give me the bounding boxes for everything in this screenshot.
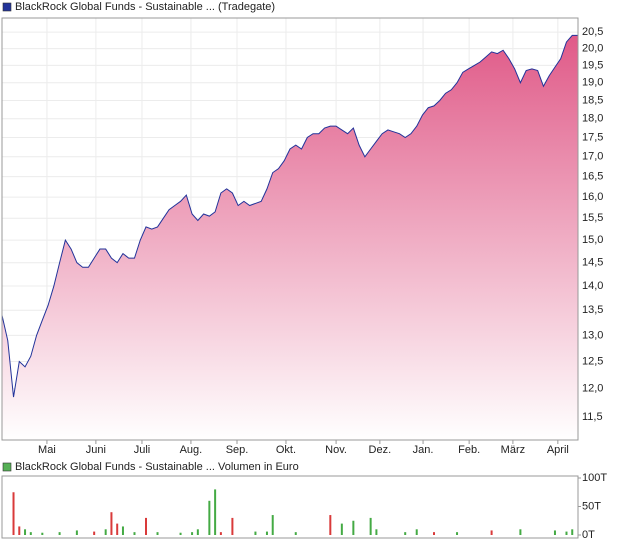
legend-swatch	[2, 462, 12, 472]
volume-bar	[231, 517, 234, 535]
y-tick-label: 13,5	[582, 304, 603, 316]
y-tick-label: 15,5	[582, 212, 603, 224]
volume-bar	[214, 489, 217, 535]
volume-bar	[75, 530, 78, 535]
volume-bar	[490, 530, 493, 535]
volume-bar	[519, 529, 522, 535]
volume-bar	[340, 523, 343, 535]
y-tick-label: 50T	[582, 500, 601, 512]
y-tick-label: 18,5	[582, 94, 603, 106]
volume-bar	[191, 532, 194, 535]
x-tick-label: Aug.	[180, 444, 203, 456]
y-tick-label: 14,0	[582, 280, 603, 292]
y-tick-label: 16,0	[582, 191, 603, 203]
y-tick-label: 17,5	[582, 131, 603, 143]
volume-bar	[265, 531, 268, 535]
volume-bar	[571, 529, 574, 535]
volume-bar	[116, 523, 119, 535]
volume-bar	[254, 531, 257, 535]
volume-bar	[179, 532, 182, 535]
y-tick-label: 15,0	[582, 234, 603, 246]
volume-bar	[12, 492, 15, 535]
plot-frame	[1, 17, 579, 441]
x-tick-label: Juli	[134, 444, 151, 456]
x-tick-label: April	[547, 444, 569, 456]
volume-bar	[433, 532, 435, 535]
volume-bar	[121, 526, 124, 535]
y-tick-label: 17,0	[582, 151, 603, 163]
y-tick-label: 0T	[582, 529, 595, 541]
legend-label: BlackRock Global Funds - Sustainable ...…	[15, 461, 299, 473]
volume-bar	[369, 517, 372, 535]
volume-bar	[29, 532, 32, 535]
volume-bar	[156, 532, 159, 535]
plot-frame	[1, 475, 579, 539]
y-tick-label: 20,5	[582, 26, 603, 38]
volume-bar	[208, 500, 211, 535]
y-tick-label: 16,5	[582, 171, 603, 183]
legend-label: BlackRock Global Funds - Sustainable ...…	[15, 1, 275, 13]
x-tick-label: Feb.	[458, 444, 480, 456]
y-tick-label: 20,0	[582, 42, 603, 54]
volume-bar	[110, 512, 113, 535]
volume-bar	[93, 531, 96, 535]
y-tick-label: 12,0	[582, 383, 603, 395]
price-line	[1, 34, 578, 398]
y-tick-label: 11,5	[582, 411, 603, 423]
volume-bar	[271, 515, 274, 535]
volume-bar	[219, 532, 222, 535]
volume-bar	[294, 532, 297, 535]
y-tick-label: 12,5	[582, 355, 603, 367]
volume-bar	[329, 515, 332, 535]
volume-bar	[41, 532, 44, 535]
volume-bar	[404, 532, 407, 535]
x-tick-label: Jan.	[413, 444, 434, 456]
x-tick-label: Dez.	[369, 444, 392, 456]
x-tick-label: Sep.	[226, 444, 249, 456]
volume-bar	[415, 529, 418, 535]
volume-bar	[145, 517, 147, 535]
y-tick-label: 19,5	[582, 59, 603, 71]
y-tick-label: 100T	[582, 472, 607, 484]
volume-bar	[133, 532, 136, 535]
volume-bar	[24, 529, 27, 535]
volume-bar	[375, 529, 378, 535]
volume-bar	[58, 532, 61, 535]
x-tick-label: Nov.	[325, 444, 347, 456]
x-tick-label: Okt.	[276, 444, 296, 456]
y-tick-label: 18,0	[582, 113, 603, 125]
volume-bar	[196, 529, 199, 535]
volume-bar	[456, 532, 459, 535]
volume-bar	[565, 531, 568, 535]
volume-bar	[104, 529, 107, 535]
legend-swatch	[2, 2, 12, 12]
y-tick-label: 14,5	[582, 257, 603, 269]
y-tick-label: 19,0	[582, 77, 603, 89]
area-fill	[2, 35, 578, 441]
x-tick-label: Mai	[38, 444, 56, 456]
volume-bar	[352, 520, 355, 535]
x-tick-label: März	[501, 444, 525, 456]
y-tick-label: 13,0	[582, 329, 603, 341]
volume-bar	[18, 526, 21, 535]
volume-bar	[553, 530, 556, 535]
x-tick-label: Juni	[86, 444, 106, 456]
